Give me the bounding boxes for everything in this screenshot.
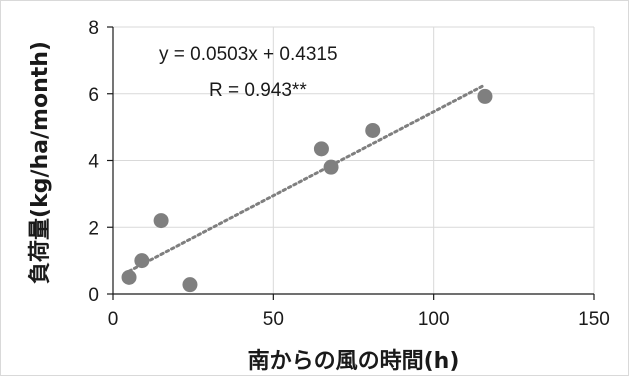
data-point-5 [313,141,329,157]
data-point-6 [323,159,339,175]
y-tick-label-0: 0 [88,285,99,306]
trendline-group [127,83,487,273]
x-axis-title: 南からの風の時間(h) [248,349,460,374]
y-tick-label-8: 8 [88,18,99,39]
tick-labels: 0 50 100 150 0 2 4 6 8 [88,18,609,330]
data-point-7 [365,122,381,138]
y-tick-label-4: 4 [88,152,99,173]
x-tick-label-150: 150 [578,309,610,330]
y-tick-label-6: 6 [88,85,99,106]
data-points [121,88,493,293]
gridlines [113,26,595,294]
data-point-1 [121,269,137,285]
y-tick-label-2: 2 [88,218,99,239]
x-tick-label-100: 100 [418,309,450,330]
data-point-2 [134,253,150,269]
x-tick-label-50: 50 [263,309,284,330]
data-point-4 [182,277,198,293]
r-value-annotation: R = 0.943** [209,80,307,101]
data-point-8 [477,88,493,104]
equation-annotation: y = 0.0503x + 0.4315 [159,44,338,65]
linear-trendline [127,83,487,273]
y-axis-title: 負荷量(kg/ha/month) [27,41,53,284]
data-point-3 [153,213,169,229]
x-tick-label-0: 0 [108,309,119,330]
axes [107,26,595,300]
